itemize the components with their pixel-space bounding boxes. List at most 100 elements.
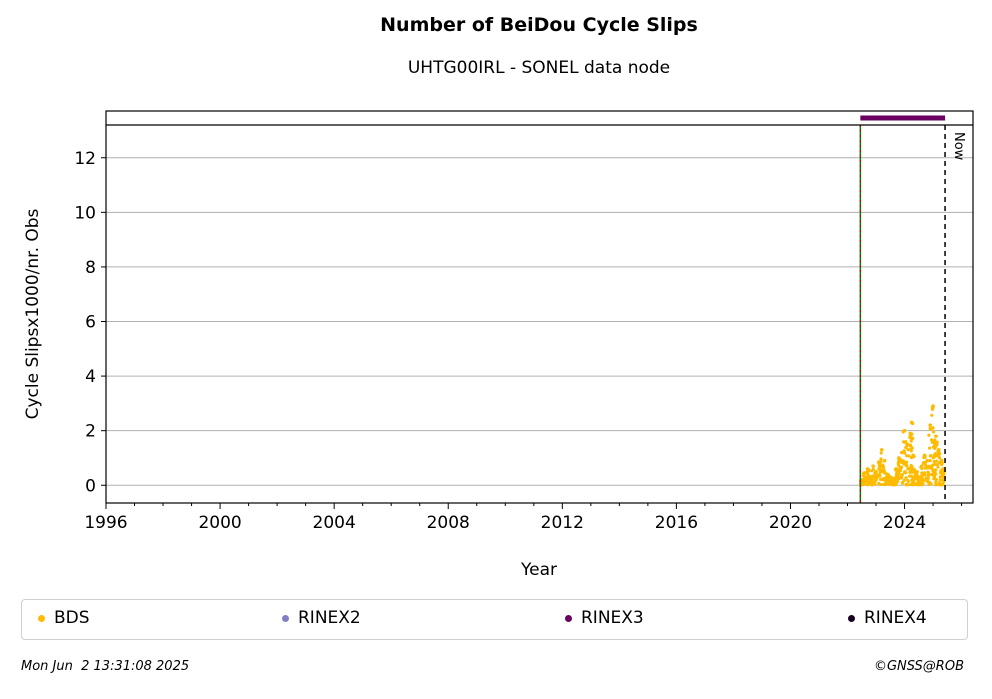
bds-point [927, 433, 931, 437]
bds-point [936, 465, 940, 469]
bds-point [902, 440, 906, 444]
bds-point [913, 474, 917, 479]
x-tick-label: 2024 [883, 513, 926, 533]
bds-point [938, 460, 942, 464]
bds-point [886, 473, 890, 477]
chart-svg: 1996 2000 2004 2008 2012 2016 2020 2024 0 2 4 6 8 10… [23, 110, 974, 580]
bds-point [904, 482, 908, 486]
bds-point [924, 464, 928, 468]
bds-point [909, 439, 913, 443]
bds-point [927, 464, 931, 468]
data-points [858, 404, 946, 487]
y-axis-label: Cycle Slipsx1000/nr. Obs [23, 208, 43, 419]
bds-point [904, 476, 908, 480]
bds-point [925, 479, 929, 483]
x-tick-label: 2012 [541, 513, 584, 533]
bds-point [879, 457, 883, 461]
bds-point [909, 449, 913, 453]
now-label: Now [951, 132, 966, 161]
bds-point [916, 481, 920, 485]
y-tick-label: 4 [85, 367, 96, 387]
bds-point [879, 482, 883, 487]
legend-item-rinex3: RINEX3 [565, 608, 644, 628]
bds-point [876, 475, 880, 479]
bds-point [929, 454, 933, 458]
bds-point [925, 458, 930, 463]
bds-point [940, 462, 944, 467]
bds-point [906, 448, 910, 452]
bds-point [911, 436, 915, 440]
bds-point [899, 465, 904, 469]
x-tick-label: 2000 [198, 513, 241, 533]
bds-point [867, 482, 871, 486]
bds-point [912, 455, 916, 459]
chart-subtitle: UHTG00IRL - SONEL data node [407, 58, 671, 78]
chart-title: Number of BeiDou Cycle Slips [380, 14, 698, 36]
bds-point [905, 460, 909, 464]
bds-point [931, 426, 935, 430]
bds-point [937, 481, 941, 485]
bds-point [890, 481, 894, 485]
bds-point [934, 434, 938, 438]
bds-point [904, 463, 908, 467]
bds-point [931, 406, 935, 410]
bds-point [862, 482, 867, 486]
bds-point [862, 472, 866, 477]
legend-item-bds: BDS [38, 608, 90, 628]
legend-label: RINEX3 [581, 608, 644, 628]
bds-point [900, 473, 904, 477]
x-axis-ticks: 1996 2000 2004 2008 2012 2016 2020 2024 [84, 503, 963, 533]
bds-point [882, 468, 886, 472]
legend-item-rinex2: RINEX2 [282, 608, 361, 628]
bds-point [931, 456, 935, 460]
bds-point [935, 440, 939, 444]
bds-point [887, 480, 891, 484]
bds-point [867, 476, 872, 481]
bds-point [928, 446, 932, 450]
bds-point [917, 476, 921, 480]
bds-point [928, 423, 933, 428]
bds-point [879, 468, 883, 473]
bds-point [871, 464, 875, 468]
bds-point [903, 470, 907, 474]
bds-point [902, 478, 906, 482]
bds-point [919, 475, 923, 480]
bds-point [879, 447, 884, 452]
bds-point [934, 472, 938, 476]
bds-point [911, 479, 916, 483]
bds-point [905, 442, 909, 446]
legend-label: RINEX2 [298, 608, 361, 628]
rinex4-marker-icon [848, 614, 855, 622]
bds-point [882, 477, 886, 482]
x-axis-label: Year [520, 560, 557, 580]
bds-point [933, 438, 937, 442]
y-tick-label: 10 [74, 203, 96, 223]
bds-point [881, 465, 886, 469]
bds-point [926, 473, 930, 477]
bds-point [907, 454, 911, 458]
bds-point [923, 455, 927, 459]
bds-point [867, 469, 871, 473]
bds-point [934, 477, 939, 482]
bds-point [934, 459, 939, 463]
y-tick-label: 2 [85, 422, 96, 442]
bds-point [915, 470, 919, 474]
bds-point [893, 468, 898, 472]
bds-point [936, 451, 940, 455]
bds-point [919, 481, 924, 485]
bds-point [908, 434, 912, 438]
bds-point [896, 479, 900, 483]
bds-point [911, 421, 915, 426]
bds-point [906, 478, 910, 482]
bds-point [930, 413, 934, 417]
bds-point [900, 480, 905, 485]
footer-timestamp: Mon Jun 2 13:31:08 2025 [21, 659, 190, 674]
bds-point [932, 475, 937, 479]
bds-point [928, 459, 932, 463]
y-axis-ticks: 0 2 4 6 8 10 12 [74, 149, 106, 496]
bds-point [902, 449, 906, 453]
rinex2-marker-icon [282, 614, 289, 622]
bds-point [873, 471, 877, 475]
bds-point [927, 480, 932, 485]
bds-point [888, 475, 892, 479]
